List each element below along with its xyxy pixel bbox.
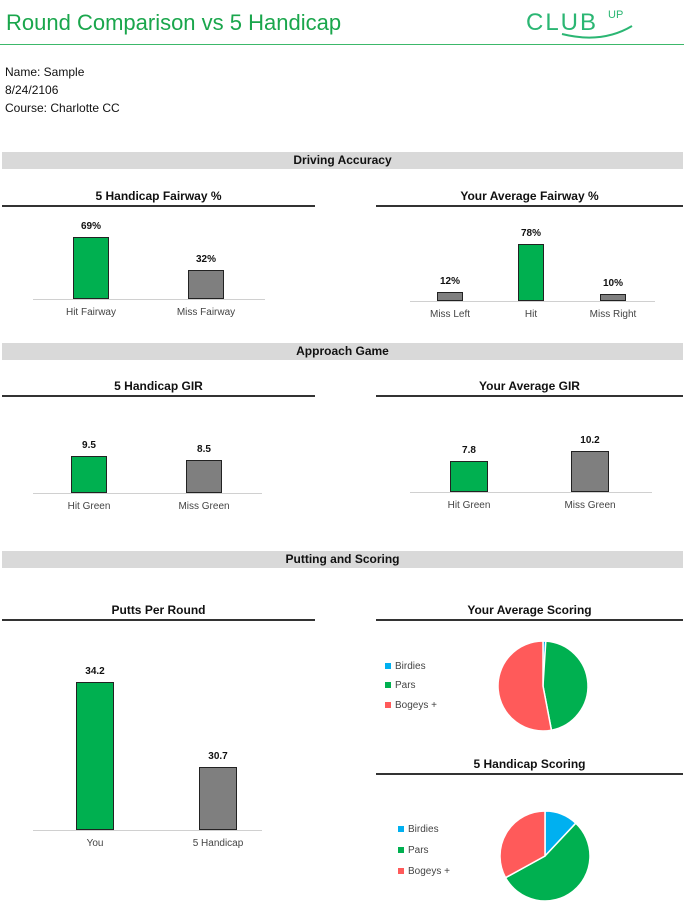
legend-swatch — [398, 826, 404, 832]
chart-title: Your Average Scoring — [467, 603, 592, 617]
legend-item: Birdies — [398, 824, 439, 835]
chart-title-rule — [2, 205, 315, 207]
chart-title: 5 Handicap Scoring — [473, 757, 586, 771]
chart-title: Your Average GIR — [479, 379, 580, 393]
course-name: Course: Charlotte CC — [5, 101, 120, 115]
chart-axis — [33, 830, 262, 831]
bar-hit-fairway — [73, 236, 109, 299]
title-divider — [0, 44, 684, 45]
bar-miss-fairway — [188, 270, 224, 299]
chart-title-rule — [2, 619, 315, 621]
legend-item: Birdies — [385, 661, 426, 672]
category-label: Miss Green — [178, 501, 230, 512]
bar-value-label: 7.8 — [462, 444, 476, 456]
legend-item: Bogeys + — [385, 700, 437, 711]
bar-value-label: 8.5 — [197, 443, 211, 455]
legend-swatch — [385, 663, 391, 669]
chart-title: Your Average Fairway % — [460, 189, 599, 203]
category-label: Miss Green — [564, 500, 616, 511]
category-label: Miss Fairway — [176, 307, 236, 318]
pie-slice-bogeys — [497, 640, 553, 732]
chart-title-rule — [376, 619, 683, 621]
chart-axis — [33, 493, 262, 494]
pie-slice-pars — [504, 822, 591, 902]
bar-value-label: 10.2 — [580, 435, 600, 447]
legend-label: Birdies — [395, 661, 426, 672]
svg-text:UP: UP — [608, 9, 623, 21]
bar-you — [76, 681, 114, 830]
bar-value-label: 78% — [520, 228, 541, 240]
chart-axis — [410, 301, 655, 302]
legend-label: Bogeys + — [408, 866, 450, 877]
clubup-logo: CLUB UP — [526, 9, 633, 39]
pie-chart — [497, 640, 589, 732]
legend-label: Bogeys + — [395, 700, 437, 711]
chart-axis — [33, 299, 265, 300]
section-putting-scoring: Putting and Scoring — [2, 551, 683, 568]
legend-label: Pars — [408, 845, 429, 856]
bar-miss-left — [437, 292, 463, 301]
bar-value-label: 34.2 — [85, 665, 105, 677]
chart-title: 5 Handicap GIR — [114, 379, 203, 393]
legend-label: Pars — [395, 680, 416, 691]
bar-value-label: 9.5 — [82, 439, 96, 451]
category-label: You — [86, 838, 104, 849]
section-driving-accuracy: Driving Accuracy — [2, 152, 683, 169]
category-label: Miss Right — [589, 309, 637, 320]
category-label: Hit Green — [67, 501, 111, 512]
legend-item: Bogeys + — [398, 866, 450, 877]
chart-title: 5 Handicap Fairway % — [95, 189, 222, 203]
round-date: 8/24/2106 — [5, 83, 59, 97]
category-label: Hit Fairway — [65, 307, 116, 318]
bar-miss-green — [571, 451, 609, 492]
bar-value-label: 30.7 — [208, 750, 228, 762]
category-label: Miss Left — [429, 309, 470, 320]
bar-value-label: 32% — [195, 254, 216, 266]
bar-value-label: 10% — [602, 277, 623, 289]
chart-title-rule — [376, 205, 683, 207]
player-name: Name: Sample — [5, 65, 85, 79]
legend-item: Pars — [385, 680, 416, 691]
bar-hit-green — [450, 460, 488, 492]
page-title: Round Comparison vs 5 Handicap — [6, 10, 342, 35]
legend-label: Birdies — [408, 824, 439, 835]
legend-swatch — [398, 847, 404, 853]
chart-axis — [410, 492, 652, 493]
legend-swatch — [385, 702, 391, 708]
category-label: Hit — [524, 309, 538, 320]
section-approach-game: Approach Game — [2, 343, 683, 360]
bar-hit-green — [71, 455, 107, 493]
bar-miss-right — [600, 293, 626, 301]
bar-value-label: 69% — [80, 220, 101, 232]
pie-slice-bogeys — [499, 810, 546, 879]
pie-slice-pars — [542, 640, 589, 732]
legend-swatch — [385, 682, 391, 688]
chart-title-rule — [376, 773, 683, 775]
legend-swatch — [398, 868, 404, 874]
category-label: 5 Handicap — [192, 838, 244, 849]
chart-title-rule — [2, 395, 315, 397]
pie-chart — [499, 810, 591, 902]
svg-text:CLUB: CLUB — [526, 9, 598, 36]
bar-value-label: 12% — [439, 276, 460, 288]
category-label: Hit Green — [447, 500, 491, 511]
bar-hit — [518, 244, 544, 301]
bar-miss-green — [186, 459, 222, 493]
legend-item: Pars — [398, 845, 429, 856]
chart-title-rule — [376, 395, 683, 397]
bar-5-handicap — [199, 766, 237, 830]
chart-title: Putts Per Round — [111, 603, 206, 617]
